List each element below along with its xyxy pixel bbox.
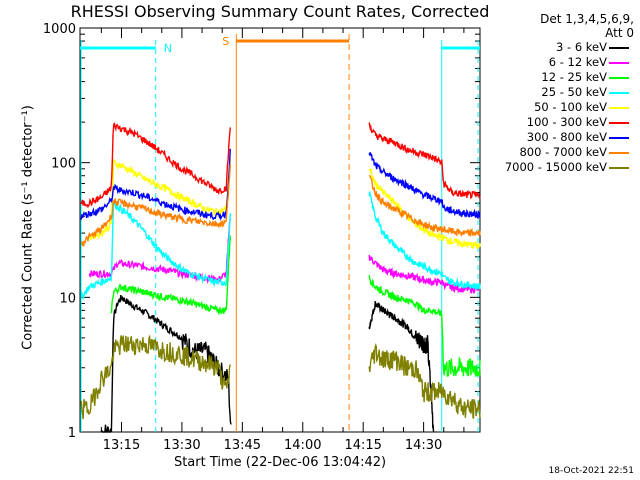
legend-item: 300 - 800 keV (482, 130, 637, 145)
legend-swatch (609, 62, 629, 64)
saa-label: S (222, 35, 229, 48)
legend-label: 800 - 7000 keV (519, 145, 607, 159)
x-tick-label: 14:15 (344, 438, 381, 453)
series-line-1-part-1 (100, 294, 232, 433)
legend-swatch (609, 137, 629, 139)
legend-label: 50 - 100 keV (534, 100, 607, 114)
legend-swatch (609, 167, 629, 169)
y-tick-label: 1 (68, 426, 76, 441)
night-label: N (164, 42, 172, 55)
series-line-3-part-1 (110, 235, 231, 316)
series-line-7-part-2 (368, 152, 481, 220)
legend-label: 25 - 50 keV (541, 85, 607, 99)
legend: 3 - 6 keV 6 - 12 keV 12 - 25 keV 25 - 50 ke… (482, 40, 637, 175)
y-tick-label: 1000 (43, 22, 76, 37)
legend-swatch (609, 107, 629, 109)
y-tick-label: 10 (59, 291, 76, 306)
series-line-5-part-1 (88, 158, 231, 241)
series-line-5-part-2 (368, 167, 481, 250)
legend-swatch (609, 47, 629, 49)
series-line-7-part-1 (80, 148, 231, 222)
chart-title: RHESSI Observing Summary Count Rates, Co… (70, 2, 490, 21)
series-line-2-part-2 (368, 254, 481, 295)
series-line-4-part-2 (368, 191, 481, 290)
x-tick-label: 13:30 (163, 438, 200, 453)
legend-swatch (609, 122, 629, 124)
legend-label: 12 - 25 keV (541, 70, 607, 84)
series-line-8-part-1 (81, 164, 231, 248)
series-line-3-part-2 (368, 275, 481, 378)
legend-item: 50 - 100 keV (482, 100, 637, 115)
y-axis-label: Corrected Count Rate (s⁻¹ detector⁻¹) (20, 105, 36, 350)
legend-label: 100 - 300 keV (526, 115, 607, 129)
legend-swatch (609, 77, 629, 79)
series-line-4-part-1 (80, 201, 231, 301)
series-line-1-part-2 (368, 301, 435, 433)
legend-item: 12 - 25 keV (482, 70, 637, 85)
x-tick-label: 14:30 (405, 438, 442, 453)
legend-label: 6 - 12 keV (548, 55, 607, 69)
series-line-9-part-2 (368, 343, 481, 419)
legend-item: 6 - 12 keV (482, 55, 637, 70)
footer-date: 18-Oct-2021 22:51 (548, 466, 634, 476)
legend-swatch (609, 152, 629, 154)
detector-list: Det 1,3,4,5,6,9, (540, 12, 634, 26)
x-tick-label: 13:45 (224, 438, 261, 453)
legend-swatch (609, 92, 629, 94)
plot-frame (79, 27, 481, 433)
legend-item: 7000 - 15000 keV (482, 160, 637, 175)
legend-label: 7000 - 15000 keV (504, 160, 607, 174)
y-tick-label: 100 (51, 157, 76, 172)
legend-label: 300 - 800 keV (526, 130, 607, 144)
attenuator-state: Att 0 (605, 26, 634, 40)
legend-item: 800 - 7000 keV (482, 145, 637, 160)
legend-label: 3 - 6 keV (556, 40, 607, 54)
legend-item: 100 - 300 keV (482, 115, 637, 130)
series-line-6-part-1 (80, 122, 231, 209)
x-tick-label: 13:15 (103, 438, 140, 453)
legend-item: 3 - 6 keV (482, 40, 637, 55)
legend-item: 25 - 50 keV (482, 85, 637, 100)
x-tick-label: 14:00 (284, 438, 321, 453)
x-axis-label: Start Time (22-Dec-06 13:04:42) (173, 455, 387, 470)
series-line-9-part-1 (80, 334, 231, 420)
series-line-6-part-2 (368, 122, 481, 200)
series-line-8-part-2 (368, 174, 481, 238)
